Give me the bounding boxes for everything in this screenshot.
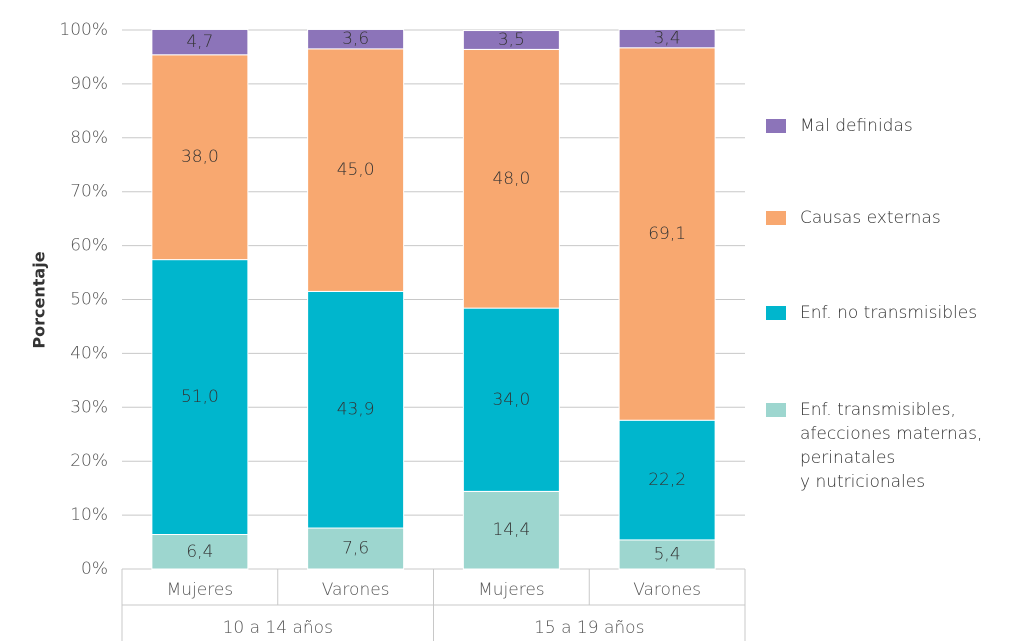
y-tick-label: 60% — [70, 236, 108, 256]
legend-label: Mal definidas — [800, 116, 913, 136]
group-label: 10 a 14 años — [223, 618, 333, 638]
bar-segment — [462, 48, 560, 309]
bar-segment — [307, 48, 405, 292]
legend-label: Enf. transmisibles, afecciones maternas, p… — [800, 400, 982, 492]
legend-swatch — [766, 119, 786, 133]
data-label: 14,4 — [492, 520, 530, 540]
data-label: 4,7 — [186, 32, 213, 52]
data-label: 22,2 — [648, 470, 686, 490]
bar-segment — [307, 28, 405, 50]
y-tick-label: 0% — [81, 559, 108, 579]
data-label: 7,6 — [342, 539, 369, 559]
bar-segment — [462, 30, 560, 50]
y-tick-label: 50% — [70, 290, 108, 310]
data-label: 3,4 — [654, 29, 681, 49]
data-label: 45,0 — [337, 160, 375, 180]
bar-segment — [618, 419, 716, 541]
legend-swatch — [766, 403, 786, 417]
bar-segment — [618, 47, 716, 421]
data-label: 3,5 — [498, 30, 525, 50]
legend-label: Enf. no transmisibles — [800, 303, 977, 323]
bar-segment — [462, 307, 560, 492]
y-tick-label: 70% — [70, 182, 108, 202]
x-tick-label: Mujeres — [167, 580, 234, 600]
bar-segment — [462, 490, 560, 570]
y-tick-label: 10% — [70, 505, 108, 525]
data-label: 69,1 — [648, 224, 686, 244]
y-tick-label: 20% — [70, 451, 108, 471]
y-tick-label: 100% — [59, 20, 108, 40]
y-tick-label: 30% — [70, 397, 108, 417]
legend-swatch — [766, 211, 786, 225]
group-label: 15 a 19 años — [534, 618, 644, 638]
x-tick-label: Mujeres — [478, 580, 545, 600]
bar-segment — [307, 527, 405, 570]
y-tick-label: 80% — [70, 128, 108, 148]
data-label: 48,0 — [492, 169, 530, 189]
y-axis-label: Porcentaje — [30, 251, 49, 348]
legend-swatch — [766, 306, 786, 320]
y-tick-label: 90% — [70, 74, 108, 94]
data-label: 51,0 — [181, 387, 219, 407]
data-label: 3,6 — [342, 29, 369, 49]
bar-segment — [151, 28, 249, 56]
data-label: 43,9 — [337, 400, 375, 420]
bar-segment — [618, 28, 716, 49]
legend-label: Causas externas — [800, 208, 941, 228]
data-label: 34,0 — [492, 390, 530, 410]
x-tick-label: Varones — [322, 580, 390, 600]
x-tick-label: Varones — [633, 580, 701, 600]
data-label: 38,0 — [181, 147, 219, 167]
data-label: 5,4 — [654, 544, 681, 564]
bar-segment — [307, 290, 405, 529]
y-tick-label: 40% — [70, 343, 108, 363]
data-label: 6,4 — [186, 542, 213, 562]
